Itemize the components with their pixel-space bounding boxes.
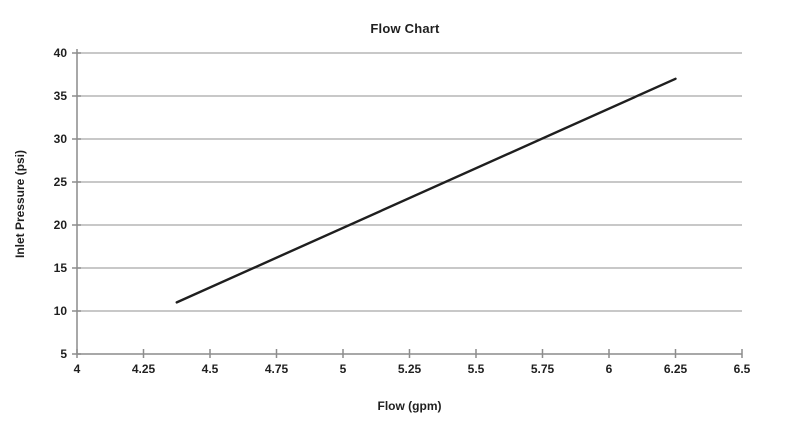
data-line: [175, 77, 677, 304]
x-tick-label: 4: [74, 362, 81, 376]
y-tick-label: 40: [54, 46, 68, 60]
y-tick-label: 15: [54, 261, 68, 275]
y-tick-label: 20: [54, 218, 68, 232]
chart-title: Flow Chart: [370, 21, 440, 36]
x-tick-label: 5.75: [531, 362, 555, 376]
x-axis-title: Flow (gpm): [377, 399, 442, 413]
x-tick-label: 5.5: [468, 362, 485, 376]
x-tick-label: 5: [340, 362, 347, 376]
y-tick-label: 35: [54, 89, 68, 103]
y-tick-label: 25: [54, 175, 68, 189]
x-tick-label: 4.5: [202, 362, 219, 376]
y-tick-label: 10: [54, 304, 68, 318]
x-tick-label: 6: [606, 362, 613, 376]
y-tick-label: 30: [54, 132, 68, 146]
y-tick-label: 5: [60, 347, 67, 361]
x-tick-label: 4.75: [265, 362, 289, 376]
x-tick-label: 6.5: [734, 362, 751, 376]
x-tick-label: 4.25: [132, 362, 156, 376]
x-tick-label: 5.25: [398, 362, 422, 376]
x-tick-label: 6.25: [664, 362, 688, 376]
